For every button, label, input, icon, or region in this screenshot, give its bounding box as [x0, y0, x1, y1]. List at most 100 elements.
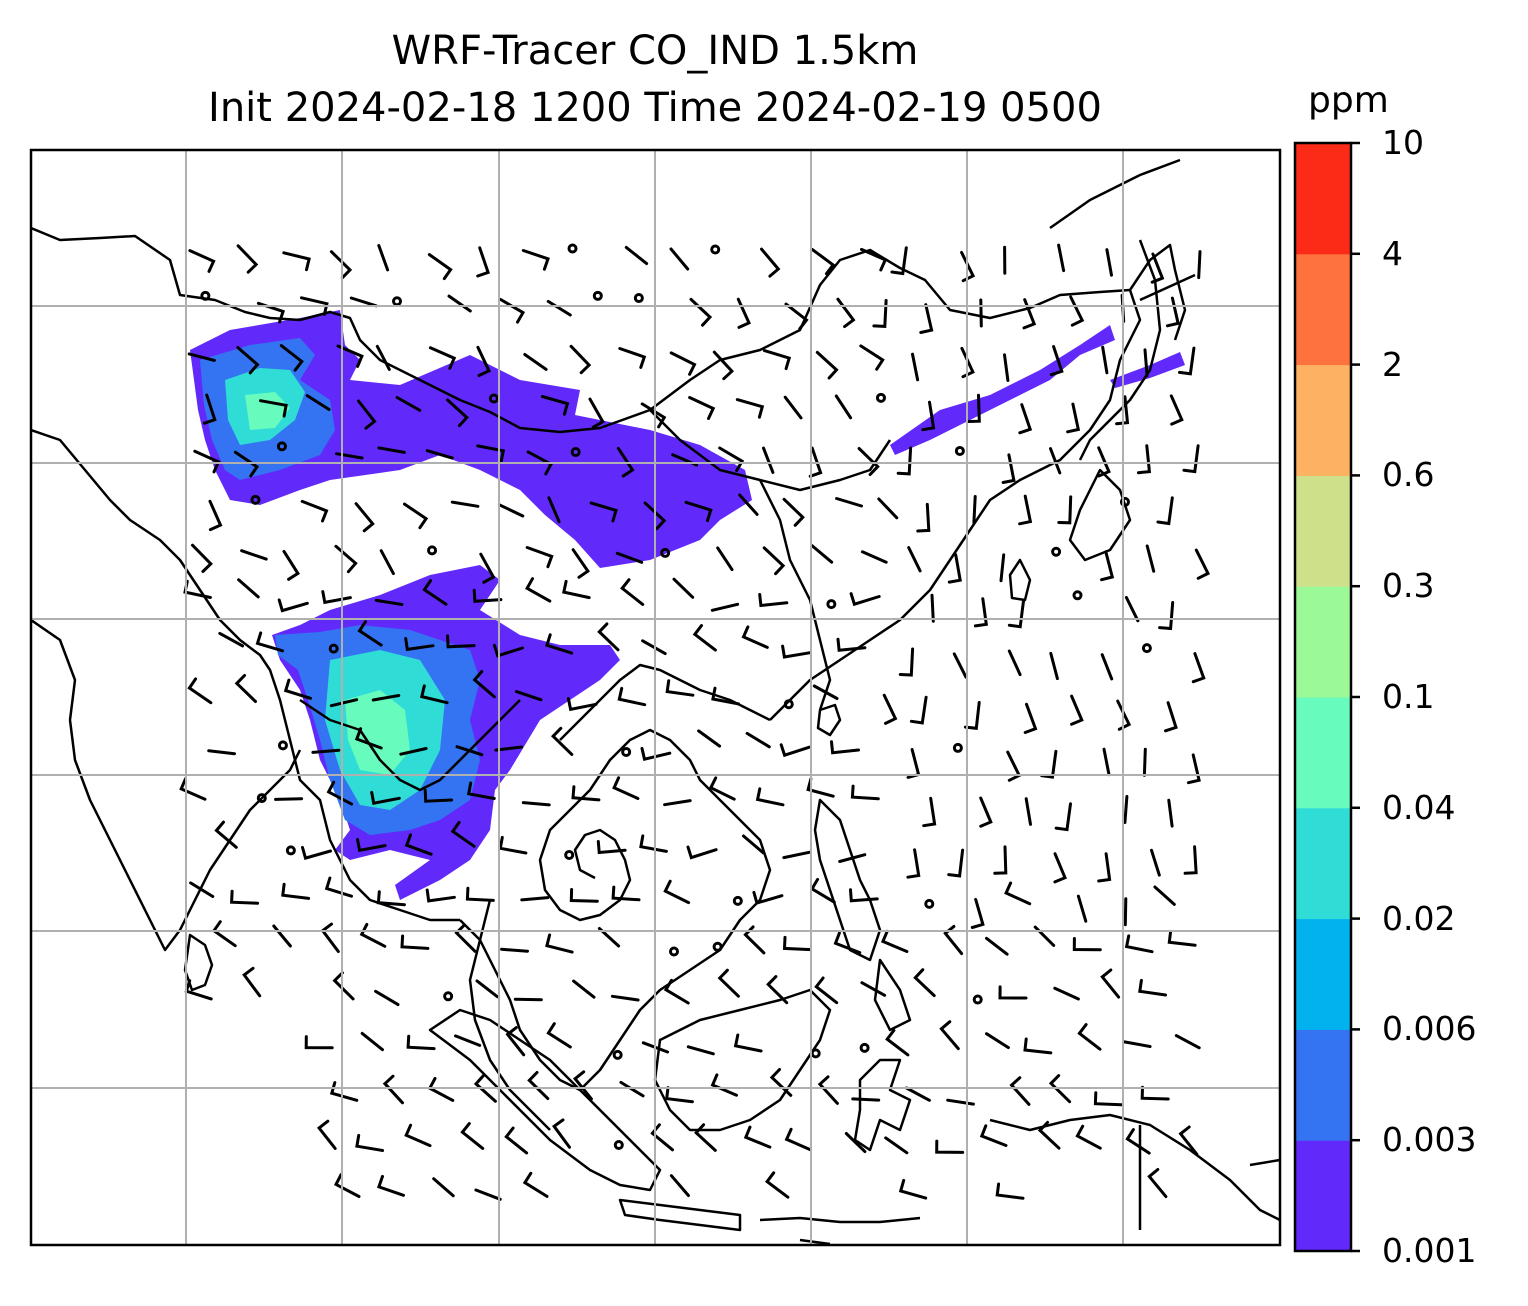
- wind-barb: [572, 979, 596, 999]
- wind-barb: [357, 399, 377, 430]
- wind-barb: [624, 245, 649, 266]
- wind-barb: [686, 1045, 715, 1056]
- wind-barb: [520, 896, 550, 902]
- wind-barb: [745, 731, 771, 749]
- wind-barb: [947, 553, 962, 584]
- colorbar-segment: [1295, 253, 1351, 366]
- calm-wind-marker: [564, 849, 575, 860]
- wind-barb: [885, 1028, 910, 1057]
- wind-barb: [781, 644, 812, 659]
- wind-barb: [521, 801, 551, 807]
- wind-barb: [860, 247, 888, 272]
- colorbar-segment: [1295, 143, 1351, 255]
- colorbar-segment: [1295, 1140, 1351, 1252]
- wind-barb: [834, 394, 853, 420]
- calm-wind-marker: [277, 740, 288, 751]
- wind-barb: [1186, 753, 1201, 785]
- wind-barb: [236, 244, 259, 274]
- wind-barb: [566, 697, 598, 712]
- coast-india-peninsula: [31, 618, 302, 952]
- wind-barb: [784, 1127, 812, 1152]
- wind-barb: [697, 729, 722, 748]
- coast-japan: [1078, 239, 1196, 461]
- wind-barb: [1023, 1037, 1053, 1055]
- wind-barb: [872, 299, 888, 328]
- wind-barb: [620, 578, 645, 606]
- wind-barb: [999, 553, 1006, 583]
- wind-barb: [743, 925, 766, 955]
- wind-barb: [360, 1031, 384, 1052]
- wind-barb: [1053, 986, 1080, 1001]
- wind-barb: [844, 1132, 867, 1154]
- wind-barb: [371, 694, 401, 702]
- wind-barb: [921, 400, 936, 432]
- wind-barb: [890, 246, 908, 276]
- wind-barb: [447, 294, 472, 313]
- calm-wind-marker: [328, 643, 339, 654]
- wind-barb: [399, 747, 428, 756]
- wind-barb: [214, 820, 238, 849]
- wind-barb: [1054, 802, 1072, 832]
- wind-barb: [877, 497, 899, 520]
- wind-barb: [454, 1034, 482, 1047]
- map-frame: [29, 148, 1282, 1247]
- wind-barb: [909, 695, 928, 725]
- wind-barb: [1075, 1124, 1102, 1150]
- wind-barb: [473, 1074, 497, 1103]
- wind-barb: [523, 353, 548, 371]
- wind-barb: [806, 777, 835, 798]
- wind-barb: [466, 781, 496, 800]
- wind-barb: [1124, 934, 1154, 954]
- plume-northern-plain-peak: [245, 392, 290, 430]
- wind-barb: [752, 890, 784, 905]
- calm-wind-marker: [285, 845, 296, 856]
- colorbar-ticks: [1351, 141, 1360, 1253]
- wind-barb: [207, 749, 236, 756]
- wind-barb: [316, 1119, 337, 1150]
- wind-barb: [300, 499, 329, 523]
- wind-barb: [758, 593, 789, 608]
- wind-barb: [1105, 248, 1113, 277]
- wind-barb: [202, 393, 217, 425]
- wind-barb: [547, 496, 561, 524]
- wind-barb: [230, 889, 260, 905]
- wind-barb: [979, 298, 983, 328]
- wind-barb: [783, 395, 803, 420]
- wind-barb: [597, 622, 620, 652]
- wind-barb: [898, 647, 915, 677]
- calm-wind-marker: [443, 991, 454, 1002]
- wind-barb: [735, 398, 765, 419]
- wind-barb: [497, 503, 525, 518]
- colorbar-segment: [1295, 807, 1351, 920]
- wind-barb: [572, 1070, 593, 1101]
- colorbar-unit-label: ppm: [1308, 80, 1389, 121]
- wind-barb: [1167, 929, 1197, 947]
- wind-barb: [913, 968, 936, 998]
- wind-barb: [998, 985, 1028, 1000]
- wind-barb: [1097, 852, 1112, 883]
- calm-wind-marker: [712, 941, 723, 952]
- calm-wind-marker: [924, 898, 935, 909]
- wind-barb: [880, 929, 909, 953]
- wind-barb: [272, 924, 292, 948]
- calm-wind-marker: [276, 441, 287, 452]
- wind-barb: [1164, 701, 1178, 733]
- wind-barb: [355, 1133, 385, 1152]
- wind-barb: [545, 933, 574, 954]
- colorbar-tick-label: 0.006: [1382, 1009, 1477, 1049]
- wind-barb: [571, 785, 601, 802]
- wind-barb: [849, 888, 879, 903]
- wind-barb: [1023, 702, 1038, 734]
- wind-barb: [762, 546, 786, 576]
- wind-barb: [455, 745, 484, 757]
- wind-barb: [884, 1136, 909, 1155]
- wind-barb: [919, 303, 934, 334]
- wind-barb: [404, 637, 435, 652]
- wind-barb: [476, 444, 506, 464]
- wind-barb: [615, 551, 644, 564]
- wind-barb: [446, 634, 476, 649]
- plume-northern-plain: [190, 310, 752, 568]
- wind-barb: [814, 976, 839, 1005]
- calm-wind-marker: [952, 742, 963, 753]
